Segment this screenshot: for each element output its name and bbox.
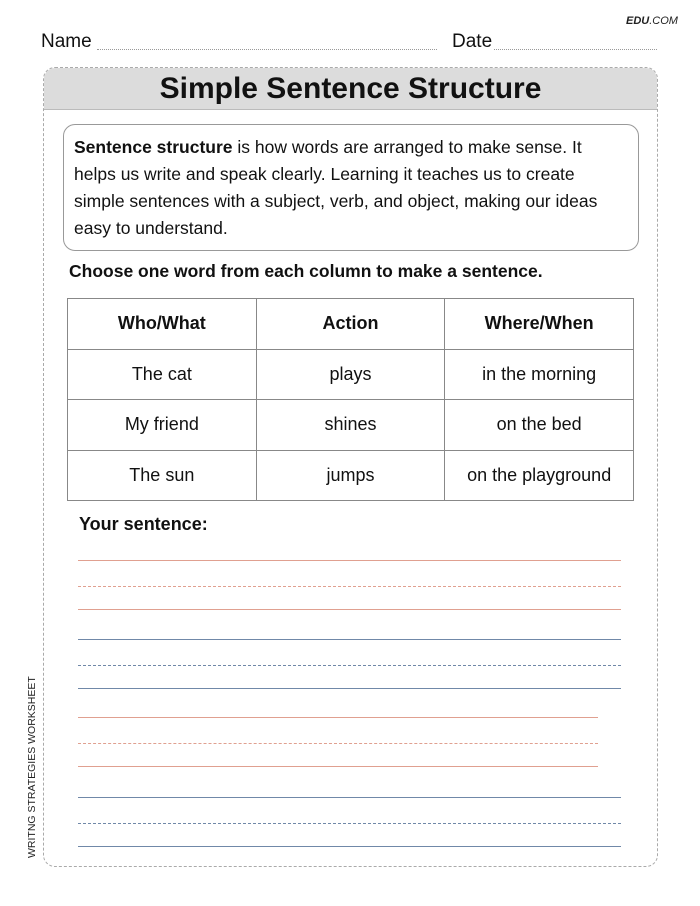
table-cell: shines — [255, 399, 446, 451]
writing-line — [78, 717, 598, 718]
writing-line — [78, 743, 598, 744]
table-cell: My friend — [67, 399, 257, 451]
writing-line — [78, 766, 598, 767]
writing-line — [78, 823, 621, 824]
table-row: The sun jumps on the playground — [67, 449, 634, 501]
column-header: Who/What — [67, 298, 257, 350]
table-cell: on the playground — [444, 449, 634, 501]
writing-line — [78, 639, 621, 640]
intro-box: Sentence structure is how words are arra… — [63, 124, 639, 251]
writing-line — [78, 609, 621, 610]
side-label: WRITNG STRATEGIES WORKSHEET — [26, 676, 38, 858]
column-header: Where/When — [444, 298, 634, 350]
answer-label: Your sentence: — [79, 514, 208, 534]
word-table: Who/What Action Where/When The cat plays… — [67, 298, 634, 501]
column-header: Action — [255, 298, 446, 350]
table-cell: The cat — [67, 348, 257, 400]
name-field[interactable] — [97, 49, 437, 50]
writing-line — [78, 797, 621, 798]
table-header-row: Who/What Action Where/When — [67, 298, 634, 350]
table-cell: in the morning — [444, 348, 634, 400]
table-cell: The sun — [67, 449, 257, 501]
writing-line — [78, 586, 621, 587]
writing-line — [78, 665, 621, 666]
writing-line — [78, 560, 621, 561]
table-cell: plays — [255, 348, 446, 400]
writing-line — [78, 846, 621, 847]
table-cell: jumps — [255, 449, 446, 501]
page-title: Simple Sentence Structure — [44, 68, 657, 110]
name-label: Name — [41, 31, 92, 52]
table-cell: on the bed — [444, 399, 634, 451]
worksheet-card: Simple Sentence Structure Sentence struc… — [43, 67, 658, 867]
edu-logo: EDU.COM — [626, 15, 678, 27]
date-label: Date — [452, 31, 493, 52]
table-row: My friend shines on the bed — [67, 399, 634, 451]
instruction: Choose one word from each column to make… — [69, 261, 543, 281]
date-field[interactable] — [494, 49, 657, 50]
writing-line — [78, 688, 621, 689]
table-row: The cat plays in the morning — [67, 348, 634, 400]
